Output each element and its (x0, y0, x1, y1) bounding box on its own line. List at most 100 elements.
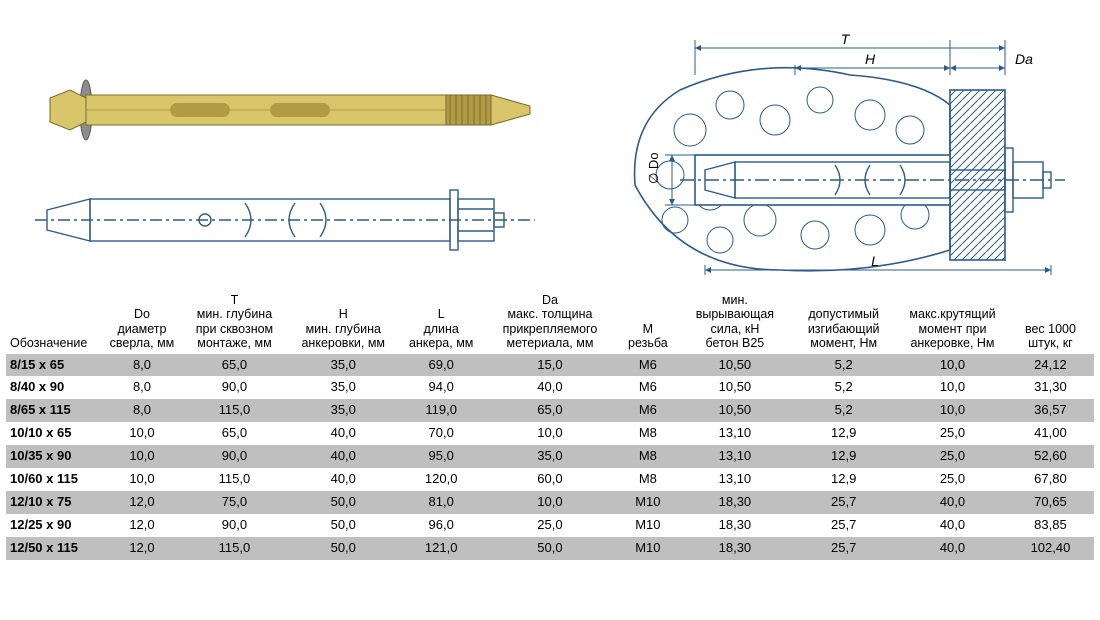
cell-wt: 83,85 (1007, 514, 1094, 537)
cell-Da: 40,0 (485, 376, 616, 399)
cell-T: 90,0 (180, 376, 289, 399)
anchor-line-drawing (35, 175, 535, 265)
dim-label-h: H (865, 51, 876, 67)
cell-Do: 10,0 (104, 468, 180, 491)
cell-name: 12/25 x 90 (6, 514, 104, 537)
cell-name: 12/50 x 115 (6, 537, 104, 560)
cell-name: 10/60 x 115 (6, 468, 104, 491)
cell-wt: 41,00 (1007, 422, 1094, 445)
cell-F: 10,50 (681, 376, 790, 399)
table-row: 12/10 x 7512,075,050,081,010,0M1018,3025… (6, 491, 1094, 514)
cell-L: 94,0 (398, 376, 485, 399)
cell-H: 35,0 (289, 354, 398, 377)
cell-M: M8 (615, 422, 680, 445)
cell-Da: 10,0 (485, 491, 616, 514)
cell-F: 13,10 (681, 422, 790, 445)
table-row: 10/60 x 11510,0115,040,0120,060,0M813,10… (6, 468, 1094, 491)
cell-F: 10,50 (681, 399, 790, 422)
cell-wt: 31,30 (1007, 376, 1094, 399)
cell-Do: 12,0 (104, 514, 180, 537)
cell-bend: 25,7 (789, 537, 898, 560)
dim-label-t: T (841, 31, 851, 47)
cell-name: 8/15 x 65 (6, 354, 104, 377)
col-header-H: Hмин. глубинаанкеровки, мм (289, 290, 398, 354)
table-row: 12/50 x 11512,0115,050,0121,050,0M1018,3… (6, 537, 1094, 560)
cell-Da: 50,0 (485, 537, 616, 560)
table-row: 8/15 x 658,065,035,069,015,0M610,505,210… (6, 354, 1094, 377)
cell-Do: 10,0 (104, 445, 180, 468)
cell-Do: 10,0 (104, 422, 180, 445)
table-row: 12/25 x 9012,090,050,096,025,0M1018,3025… (6, 514, 1094, 537)
cell-T: 90,0 (180, 445, 289, 468)
cell-torq: 40,0 (898, 491, 1007, 514)
cell-Da: 35,0 (485, 445, 616, 468)
cell-F: 10,50 (681, 354, 790, 377)
cell-wt: 70,65 (1007, 491, 1094, 514)
cell-Do: 12,0 (104, 537, 180, 560)
cell-torq: 10,0 (898, 399, 1007, 422)
cell-H: 40,0 (289, 445, 398, 468)
cell-T: 65,0 (180, 354, 289, 377)
dim-label-do: ∅ Do (646, 152, 661, 184)
cell-Do: 8,0 (104, 376, 180, 399)
cell-L: 96,0 (398, 514, 485, 537)
cell-F: 13,10 (681, 468, 790, 491)
cell-Da: 15,0 (485, 354, 616, 377)
cell-name: 10/35 x 90 (6, 445, 104, 468)
cell-M: M6 (615, 354, 680, 377)
cell-T: 65,0 (180, 422, 289, 445)
cell-T: 115,0 (180, 468, 289, 491)
cell-bend: 25,7 (789, 491, 898, 514)
col-header-torq: макс.крутящиймомент прианкеровке, Нм (898, 290, 1007, 354)
cell-H: 50,0 (289, 514, 398, 537)
col-header-M: Mрезьба (615, 290, 680, 354)
cell-torq: 25,0 (898, 422, 1007, 445)
spec-table-wrap: ОбозначениеDoдиаметрсверла, ммTмин. глуб… (0, 290, 1100, 560)
cell-L: 81,0 (398, 491, 485, 514)
col-header-Da: Daмакс. толщинаприкрепляемогометериала, … (485, 290, 616, 354)
cell-torq: 10,0 (898, 354, 1007, 377)
cell-Do: 8,0 (104, 354, 180, 377)
cell-name: 8/40 x 90 (6, 376, 104, 399)
cell-wt: 52,60 (1007, 445, 1094, 468)
cell-torq: 25,0 (898, 445, 1007, 468)
cell-T: 90,0 (180, 514, 289, 537)
col-header-Do: Doдиаметрсверла, мм (104, 290, 180, 354)
cell-bend: 12,9 (789, 468, 898, 491)
col-header-L: Lдлинаанкера, мм (398, 290, 485, 354)
cell-H: 50,0 (289, 537, 398, 560)
cell-Da: 10,0 (485, 422, 616, 445)
cell-wt: 102,40 (1007, 537, 1094, 560)
cell-name: 10/10 x 65 (6, 422, 104, 445)
cell-L: 70,0 (398, 422, 485, 445)
cell-name: 12/10 x 75 (6, 491, 104, 514)
dim-label-l: L (871, 253, 879, 269)
col-header-name: Обозначение (6, 290, 104, 354)
cell-bend: 5,2 (789, 376, 898, 399)
cell-Da: 60,0 (485, 468, 616, 491)
cell-T: 115,0 (180, 537, 289, 560)
cell-wt: 24,12 (1007, 354, 1094, 377)
table-header-row: ОбозначениеDoдиаметрсверла, ммTмин. глуб… (6, 290, 1094, 354)
cell-T: 115,0 (180, 399, 289, 422)
cell-name: 8/65 x 115 (6, 399, 104, 422)
cell-F: 18,30 (681, 491, 790, 514)
cell-M: M10 (615, 537, 680, 560)
cell-H: 50,0 (289, 491, 398, 514)
cell-Da: 65,0 (485, 399, 616, 422)
dim-label-da: Da (1015, 51, 1033, 67)
cell-Do: 8,0 (104, 399, 180, 422)
cell-H: 35,0 (289, 399, 398, 422)
cell-torq: 40,0 (898, 537, 1007, 560)
cell-T: 75,0 (180, 491, 289, 514)
cell-wt: 67,80 (1007, 468, 1094, 491)
cell-H: 40,0 (289, 468, 398, 491)
cell-M: M6 (615, 376, 680, 399)
table-row: 10/10 x 6510,065,040,070,010,0M813,1012,… (6, 422, 1094, 445)
cell-L: 95,0 (398, 445, 485, 468)
cell-M: M10 (615, 491, 680, 514)
cell-Da: 25,0 (485, 514, 616, 537)
cell-L: 119,0 (398, 399, 485, 422)
cell-torq: 10,0 (898, 376, 1007, 399)
cell-L: 120,0 (398, 468, 485, 491)
